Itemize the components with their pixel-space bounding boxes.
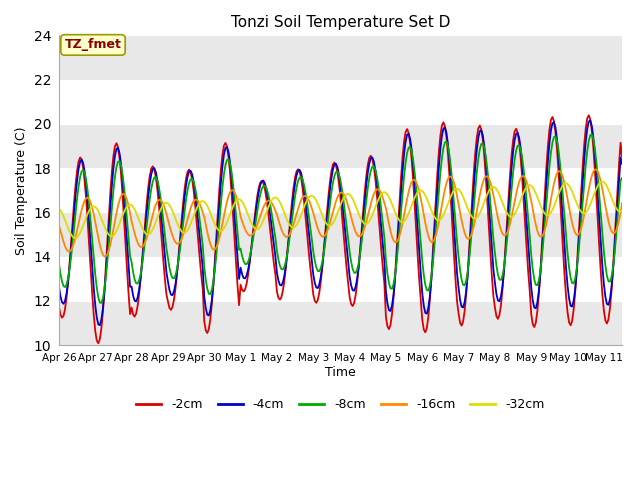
Legend: -2cm, -4cm, -8cm, -16cm, -32cm: -2cm, -4cm, -8cm, -16cm, -32cm: [131, 394, 550, 417]
Bar: [59, 213, 622, 257]
X-axis label: Time: Time: [325, 366, 356, 379]
Bar: [59, 36, 622, 80]
Bar: [59, 168, 622, 213]
Bar: [59, 301, 622, 345]
Title: Tonzi Soil Temperature Set D: Tonzi Soil Temperature Set D: [231, 15, 450, 30]
Bar: [59, 124, 622, 168]
Bar: [59, 80, 622, 124]
Bar: [59, 257, 622, 301]
Y-axis label: Soil Temperature (C): Soil Temperature (C): [15, 126, 28, 254]
Text: TZ_fmet: TZ_fmet: [65, 38, 122, 51]
